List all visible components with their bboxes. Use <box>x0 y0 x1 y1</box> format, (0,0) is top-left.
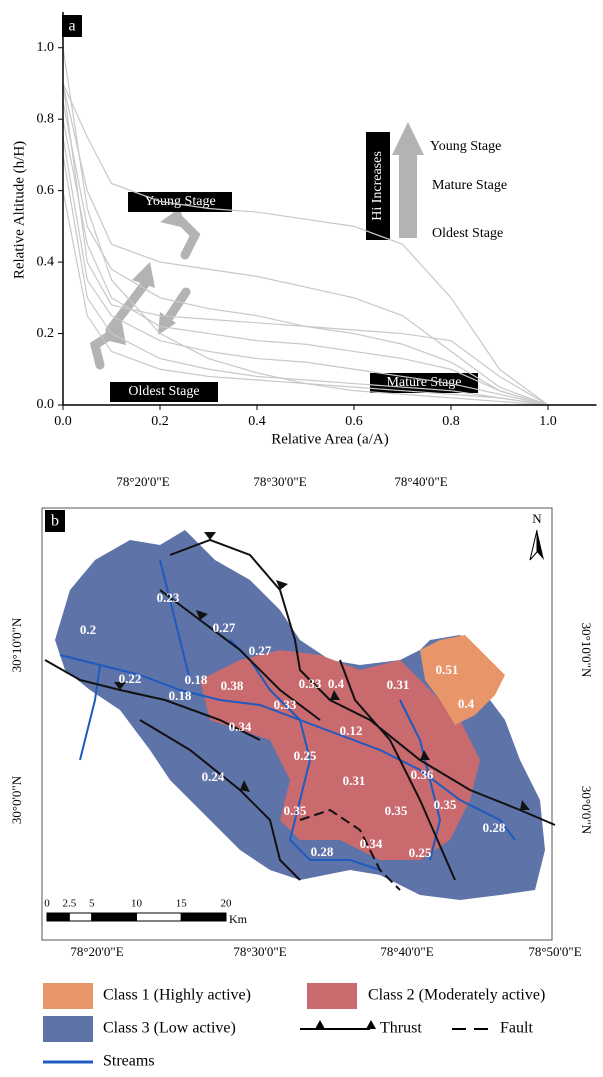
hi-stage: Oldest Stage <box>432 226 503 241</box>
big-arrowhead <box>392 122 424 155</box>
lon-label: 78°30'0"E <box>233 944 286 959</box>
y-tick-label: 0.4 <box>37 254 55 269</box>
hi-value: 0.38 <box>221 678 244 693</box>
x-tick-label: 0.6 <box>345 414 363 429</box>
hi-value: 0.35 <box>284 803 307 818</box>
hi-value: 0.36 <box>411 767 434 782</box>
scale-label: 10 <box>131 898 143 910</box>
legend-label: Streams <box>103 1053 155 1070</box>
north-label: N <box>532 511 542 526</box>
y-tick-label: 0.6 <box>37 183 55 198</box>
hi-value: 0.18 <box>169 688 192 703</box>
scale-label: 20 <box>221 898 233 910</box>
stage-label: Oldest Stage <box>128 384 199 399</box>
x-tick-label: 0.8 <box>442 414 460 429</box>
hi-stage: Mature Stage <box>432 178 507 193</box>
stage-label: Young Stage <box>144 194 215 209</box>
hi-value: 0.25 <box>294 748 317 763</box>
hi-value: 0.4 <box>328 676 345 691</box>
hi-value: 0.34 <box>229 719 252 734</box>
hi-value: 0.25 <box>409 845 432 860</box>
legend-swatch <box>43 983 93 1009</box>
scale-label: 0 <box>44 898 50 910</box>
scale-segment <box>137 913 182 921</box>
x-tick-label: 1.0 <box>539 414 557 429</box>
y-tick-label: 0.8 <box>37 111 55 126</box>
hi-value: 0.28 <box>311 844 334 859</box>
y-tick-label: 0.2 <box>37 326 55 341</box>
hi-value: 0.35 <box>385 803 408 818</box>
scale-label: 2.5 <box>63 898 77 910</box>
lat-label: 30°10'0"N <box>9 617 24 672</box>
legend-label: Thrust <box>380 1020 422 1037</box>
lon-label: 78°20'0"E <box>70 944 123 959</box>
x-tick-label: 0.2 <box>151 414 169 429</box>
scale-label: 15 <box>176 898 188 910</box>
scale-segment <box>181 913 226 921</box>
hi-value: 0.27 <box>213 620 236 635</box>
hi-value: 0.51 <box>436 662 459 677</box>
hi-value: 0.27 <box>249 643 272 658</box>
scale-segment <box>47 913 69 921</box>
big-arrow-shaft <box>399 154 417 238</box>
legend-swatch <box>307 983 357 1009</box>
lon-label: 78°20'0"E <box>116 474 169 489</box>
hi-value: 0.34 <box>360 836 383 851</box>
hi-value: 0.23 <box>157 590 180 605</box>
curve <box>63 83 548 405</box>
legend-label: Class 2 (Moderately active) <box>368 987 545 1004</box>
curve <box>63 83 548 405</box>
x-tick-label: 0.0 <box>54 414 72 429</box>
hi-value: 0.35 <box>434 797 457 812</box>
hi-label: Hi Increases <box>370 151 385 221</box>
hi-value: 0.31 <box>387 677 410 692</box>
hi-value: 0.31 <box>343 773 366 788</box>
y-tick-label: 1.0 <box>37 40 55 55</box>
lat-label: 30°10'0"N <box>579 623 594 678</box>
lon-label: 78°40'0"E <box>394 474 447 489</box>
y-axis-label: Relative Altitude (h/H) <box>11 141 27 279</box>
thrust-symbol <box>366 1020 376 1029</box>
panel-label: b <box>51 513 59 530</box>
lon-label: 78°40'0"E <box>380 944 433 959</box>
hi-value: 0.22 <box>119 671 142 686</box>
x-axis-label: Relative Area (a/A) <box>271 431 388 447</box>
legend-label: Fault <box>500 1020 533 1037</box>
x-tick-label: 0.4 <box>248 414 266 429</box>
hi-value: 0.4 <box>458 696 475 711</box>
hi-value: 0.24 <box>202 769 225 784</box>
legend-swatch <box>43 1016 93 1042</box>
y-tick-label: 0.0 <box>37 397 55 412</box>
hi-value: 0.33 <box>274 697 297 712</box>
scale-label: 5 <box>89 898 95 910</box>
hi-value: 0.2 <box>80 622 96 637</box>
lon-label: 78°50'0"E <box>528 944 581 959</box>
hi-value: 0.28 <box>483 820 506 835</box>
hi-stage: Young Stage <box>430 139 501 154</box>
page: a Young Stage Oldest Stage Mature Stage … <box>0 0 603 1077</box>
lat-label: 30°0'0"N <box>9 775 24 824</box>
curve <box>63 83 548 405</box>
legend-label: Class 1 (Highly active) <box>103 987 251 1004</box>
hi-value: 0.12 <box>340 723 363 738</box>
scale-segment <box>92 913 137 921</box>
scale-unit: Km <box>229 912 248 926</box>
hi-value: 0.33 <box>299 676 322 691</box>
panel-label: a <box>68 18 75 35</box>
legend-label: Class 3 (Low active) <box>103 1020 236 1037</box>
stage-label: Mature Stage <box>386 375 461 390</box>
scale-segment <box>69 913 91 921</box>
lon-label: 78°30'0"E <box>253 474 306 489</box>
hi-value: 0.18 <box>185 672 208 687</box>
figure: a Young Stage Oldest Stage Mature Stage … <box>0 0 603 1077</box>
thrust-symbol <box>315 1020 325 1029</box>
map: b N 0 2.5 5 10 15 20 Km 0.23 0.2 0.27 0.27 0.22 0.1… <box>42 508 555 940</box>
lat-label: 30°0'0"N <box>579 786 594 835</box>
